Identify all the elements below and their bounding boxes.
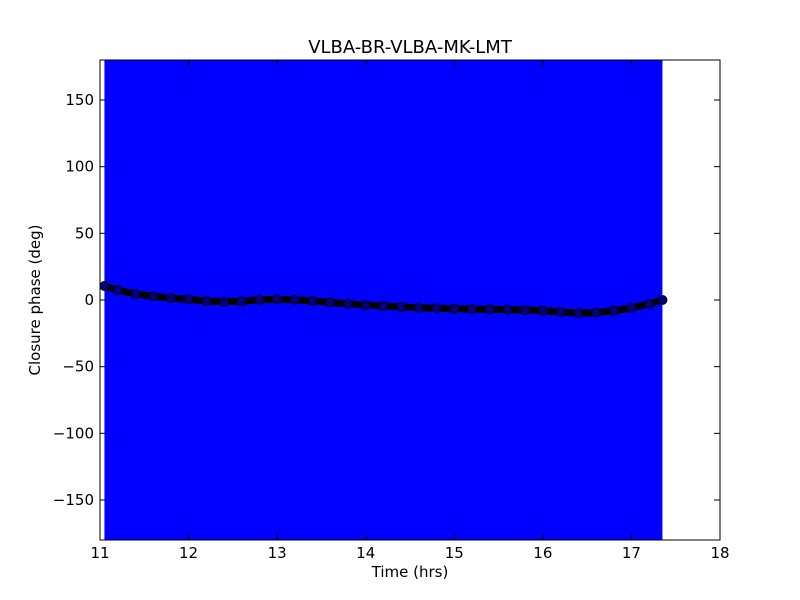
y-tick-label: 100 — [65, 158, 94, 176]
data-point — [112, 285, 123, 295]
y-tick-label: −100 — [53, 424, 94, 442]
x-tick-label: 15 — [445, 544, 464, 562]
data-point — [502, 304, 513, 315]
x-tick-label: 18 — [710, 544, 729, 562]
y-tick-label: −50 — [62, 358, 94, 376]
data-point — [608, 305, 619, 316]
data-point — [413, 302, 424, 313]
data-point — [378, 301, 389, 311]
data-point — [343, 298, 353, 309]
x-tick-label: 11 — [90, 544, 109, 562]
data-point — [325, 297, 336, 308]
data-point — [484, 304, 495, 315]
data-point — [626, 303, 637, 313]
data-point — [130, 289, 141, 299]
y-tick-label: 0 — [84, 291, 94, 309]
data-point — [201, 296, 212, 307]
series-layer — [99, 281, 668, 319]
data-point — [289, 294, 300, 305]
tick-layer: 11 12 13 14 15 16 17 18 −150 −100 −50 0 50 100 150 — [53, 60, 730, 562]
data-point — [183, 294, 194, 305]
y-tick-label: −150 — [53, 491, 94, 509]
x-tick-label: 17 — [622, 544, 641, 562]
data-point — [657, 295, 668, 305]
x-tick-label: 16 — [533, 544, 552, 562]
data-point — [236, 296, 247, 307]
data-point — [537, 305, 548, 316]
y-axis-label: Closure phase (deg) — [26, 225, 44, 376]
data-point — [555, 307, 566, 317]
data-point — [307, 296, 318, 307]
data-point — [219, 296, 229, 307]
data-point — [644, 299, 655, 309]
data-point — [467, 304, 477, 315]
data-point — [272, 294, 283, 305]
x-axis-label: Time (hrs) — [371, 563, 449, 581]
data-point — [520, 305, 531, 315]
x-tick-label: 12 — [179, 544, 198, 562]
data-point — [99, 281, 110, 291]
y-tick-label: 150 — [65, 91, 94, 109]
data-point — [431, 303, 442, 314]
data-point — [148, 291, 159, 302]
data-point — [591, 307, 601, 318]
data-point — [573, 308, 584, 319]
data-point — [449, 303, 460, 314]
x-tick-label: 14 — [356, 544, 375, 562]
data-point — [396, 301, 407, 312]
data-point — [165, 293, 176, 303]
x-tick-label: 13 — [268, 544, 287, 562]
data-point — [360, 300, 371, 311]
chart-title: VLBA-BR-VLBA-MK-LMT — [308, 37, 513, 58]
data-point — [254, 294, 265, 305]
y-tick-label: 50 — [75, 224, 94, 242]
